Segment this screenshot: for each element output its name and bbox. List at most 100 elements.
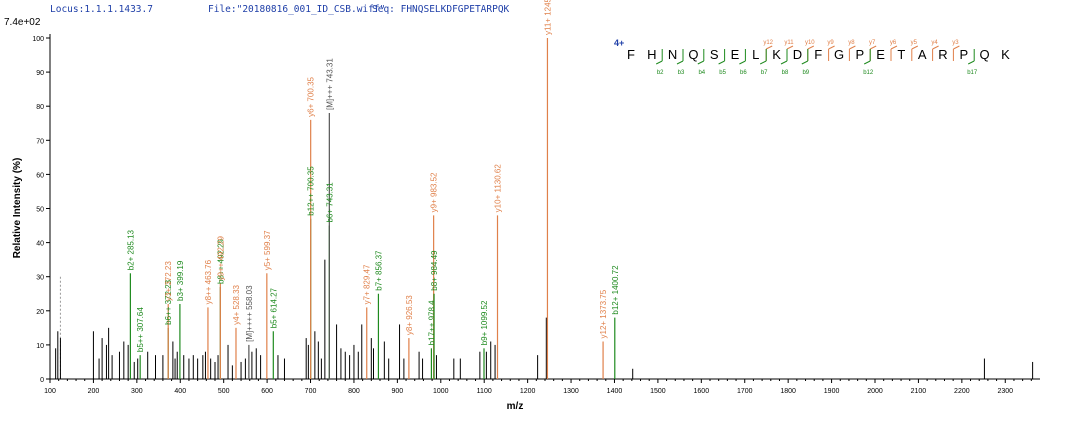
header-locus: Locus:1.1.1.1433.7	[50, 4, 153, 15]
b-fragment-mark	[655, 49, 663, 65]
x-tick-label: 2100	[911, 388, 927, 395]
y-fragment-label: y9	[827, 40, 834, 46]
peak-label: b12++ 700.35	[307, 166, 316, 216]
sequence-residue: P	[855, 47, 864, 62]
b-fragment-label: b4	[698, 70, 705, 76]
peak-label: b2+ 285.13	[126, 229, 135, 270]
x-tick-label: 500	[218, 388, 230, 395]
y-fragment-label: y8	[848, 40, 855, 46]
charge-state-label: 4+	[614, 38, 624, 48]
y-fragment-mark	[932, 45, 939, 61]
y-tick-label: 40	[36, 241, 44, 248]
y-fragment-label: y6	[890, 40, 897, 46]
x-tick-label: 600	[261, 388, 273, 395]
x-tick-label: 100	[44, 388, 56, 395]
peak-label: y5+ 599.37	[263, 230, 272, 270]
y-fragment-label: y3	[952, 40, 959, 46]
peak-label: y4+ 528.33	[232, 284, 241, 324]
y-tick-label: 60	[36, 172, 44, 179]
b-fragment-label: b12	[863, 70, 874, 76]
sequence-residue: T	[897, 47, 905, 62]
x-tick-label: 1300	[563, 388, 579, 395]
y-fragment-label: y7	[869, 40, 876, 46]
sequence-residue: D	[793, 47, 802, 62]
y-tick-label: 70	[36, 138, 44, 145]
sequence-residue: F	[814, 47, 822, 62]
peak-label: y12+ 1373.75	[599, 289, 608, 338]
y-tick-label: 90	[36, 70, 44, 77]
y-fragment-label: y4	[931, 40, 938, 46]
header-file: File:"20180816_001_ID_CSB.wiff"	[208, 4, 386, 15]
b-fragment-label: b7	[761, 70, 768, 76]
peak-label: b17++ 978.4	[427, 300, 436, 345]
x-tick-label: 400	[174, 388, 186, 395]
b-fragment-mark	[780, 49, 788, 65]
b-fragment-label: b17	[967, 70, 978, 76]
y-tick-label: 20	[36, 309, 44, 316]
b-fragment-label: b3	[678, 70, 685, 76]
axes: 0 10 20 30 40 50 60 70 80 90 100 100 200 300 400 500 600…	[32, 34, 1040, 395]
sequence-residue: N	[668, 47, 677, 62]
y-fragment-label: y12	[763, 40, 773, 46]
sequence-residue: P	[959, 47, 968, 62]
sequence-residue: K	[772, 47, 781, 62]
y-fragment-mark	[828, 45, 835, 61]
peak-label: b7+ 856.37	[374, 250, 383, 291]
sequence-residue: Q	[688, 47, 698, 62]
peak-label: b8++ 492.29	[216, 238, 225, 283]
peak-label: b12+ 1400.72	[611, 265, 620, 315]
x-tick-label: 1600	[694, 388, 710, 395]
header-sequence: Seq: FHNQSELKDFGPETARPQK	[372, 4, 510, 15]
sequence-residue: K	[1001, 47, 1010, 62]
b-fragment-mark	[759, 49, 767, 65]
sequence-residue: E	[876, 47, 885, 62]
peak-label: y9+ 983.52	[430, 172, 439, 212]
y-fragment-mark	[911, 45, 919, 61]
y-fragment-mark	[890, 45, 898, 61]
peak-label: b6++ 372.23	[164, 279, 173, 324]
y-fragment-mark	[952, 45, 960, 61]
peak-label: b5++ 307.64	[136, 307, 145, 352]
peak-label: y8+ 926.53	[405, 295, 414, 335]
y-axis-label: Relative Intensity (%)	[12, 158, 23, 259]
y-fragment-label: y11	[784, 40, 794, 46]
y-tick-label: 50	[36, 207, 44, 214]
x-tick-label: 300	[131, 388, 143, 395]
peak-label: y6+ 700.35	[307, 76, 316, 116]
sequence-residue: A	[918, 47, 927, 62]
peak-label: b3+ 399.19	[176, 260, 185, 301]
peak-label: y8++ 463.76	[204, 259, 213, 304]
y-fragment-mark	[807, 45, 815, 61]
b-fragment-label: b5	[719, 70, 726, 76]
peak-label: [M]++++ 558.03	[245, 285, 254, 342]
x-tick-label: 700	[305, 388, 317, 395]
peak-label: y3+ 372.23	[164, 261, 173, 301]
x-tick-label: 1900	[824, 388, 840, 395]
y-tick-label: 100	[32, 36, 44, 43]
sequence-residue: E	[731, 47, 740, 62]
peak-label: y11+ 1245.64	[543, 0, 552, 35]
sequence-residue: L	[752, 47, 759, 62]
b-fragment-label: b9	[802, 70, 809, 76]
b-fragment-mark	[801, 49, 809, 65]
x-tick-label: 1200	[520, 388, 536, 395]
y-fragment-mark	[848, 45, 856, 61]
b-fragment-mark	[967, 49, 975, 65]
b-fragment-mark	[676, 49, 684, 65]
y-tick-label: 0	[40, 377, 44, 384]
x-tick-label: 800	[348, 388, 360, 395]
peak-label: b5+ 614.27	[269, 287, 278, 328]
x-tick-label: 1700	[737, 388, 753, 395]
b-fragment-label: b8	[782, 70, 789, 76]
x-tick-label: 1000	[433, 388, 449, 395]
b-fragment-label: b6	[740, 70, 747, 76]
y-tick-label: 10	[36, 343, 44, 350]
sequence-residue: H	[647, 47, 656, 62]
peak-label: y10+ 1130.62	[494, 164, 503, 213]
intensity-multiplier: 7.4e+02	[4, 17, 41, 28]
x-tick-label: 2200	[954, 388, 970, 395]
peaks	[55, 38, 1034, 379]
peak-label: y7+ 829.47	[363, 264, 372, 304]
